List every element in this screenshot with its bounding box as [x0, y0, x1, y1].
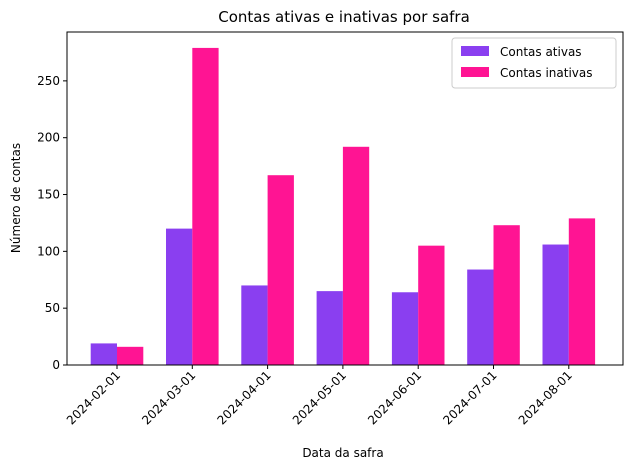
legend-swatch	[461, 67, 489, 77]
x-tick-label: 2024-08-01	[516, 368, 575, 427]
chart-title: Contas ativas e inativas por safra	[218, 8, 470, 26]
bar-ativas-2024-04-01	[241, 285, 268, 365]
bar-ativas-2024-06-01	[391, 292, 419, 365]
bar-ativas-2024-05-01	[316, 291, 343, 365]
x-tick-label: 2024-03-01	[139, 368, 198, 427]
legend-label: Contas ativas	[500, 45, 582, 59]
bar-inativas-2024-06-01	[418, 245, 445, 365]
plot-frame	[66, 31, 624, 366]
bar-inativas-2024-08-01	[568, 218, 596, 365]
y-tick-label: 250	[37, 74, 60, 88]
y-axis-label: Número de contas	[9, 143, 23, 253]
bar-inativas-2024-05-01	[342, 146, 370, 365]
legend-swatch	[461, 46, 489, 56]
legend-label: Contas inativas	[500, 66, 593, 80]
y-tick-label: 150	[37, 188, 60, 202]
bar-inativas-2024-07-01	[493, 225, 520, 365]
legend-box	[451, 37, 617, 89]
legend: Contas ativas Contas inativas	[451, 37, 617, 89]
x-axis-label: Data da safra	[302, 446, 383, 460]
y-tick-label: 50	[45, 301, 60, 315]
x-tick-label: 2024-05-01	[290, 368, 349, 427]
y-tick-label: 200	[37, 131, 60, 145]
plot-area: 0 50 100 150 200 250 2024-02-01 2024-03-01 2024-…	[37, 31, 624, 427]
x-tick-label: 2024-07-01	[440, 368, 499, 427]
x-tick-label: 2024-02-01	[64, 368, 123, 427]
bar-ativas-2024-02-01	[90, 343, 117, 365]
bar-ativas-2024-07-01	[467, 269, 494, 365]
bar-inativas-2024-03-01	[192, 47, 219, 366]
bar-ativas-2024-08-01	[542, 244, 569, 365]
bar-inativas-2024-02-01	[117, 346, 144, 365]
bar-inativas-2024-04-01	[267, 175, 294, 365]
x-tick-label: 2024-04-01	[215, 368, 274, 427]
y-tick-label: 0	[52, 358, 60, 372]
bar-ativas-2024-03-01	[166, 228, 193, 365]
x-tick-label: 2024-06-01	[365, 368, 424, 427]
y-tick-label: 100	[37, 244, 60, 258]
